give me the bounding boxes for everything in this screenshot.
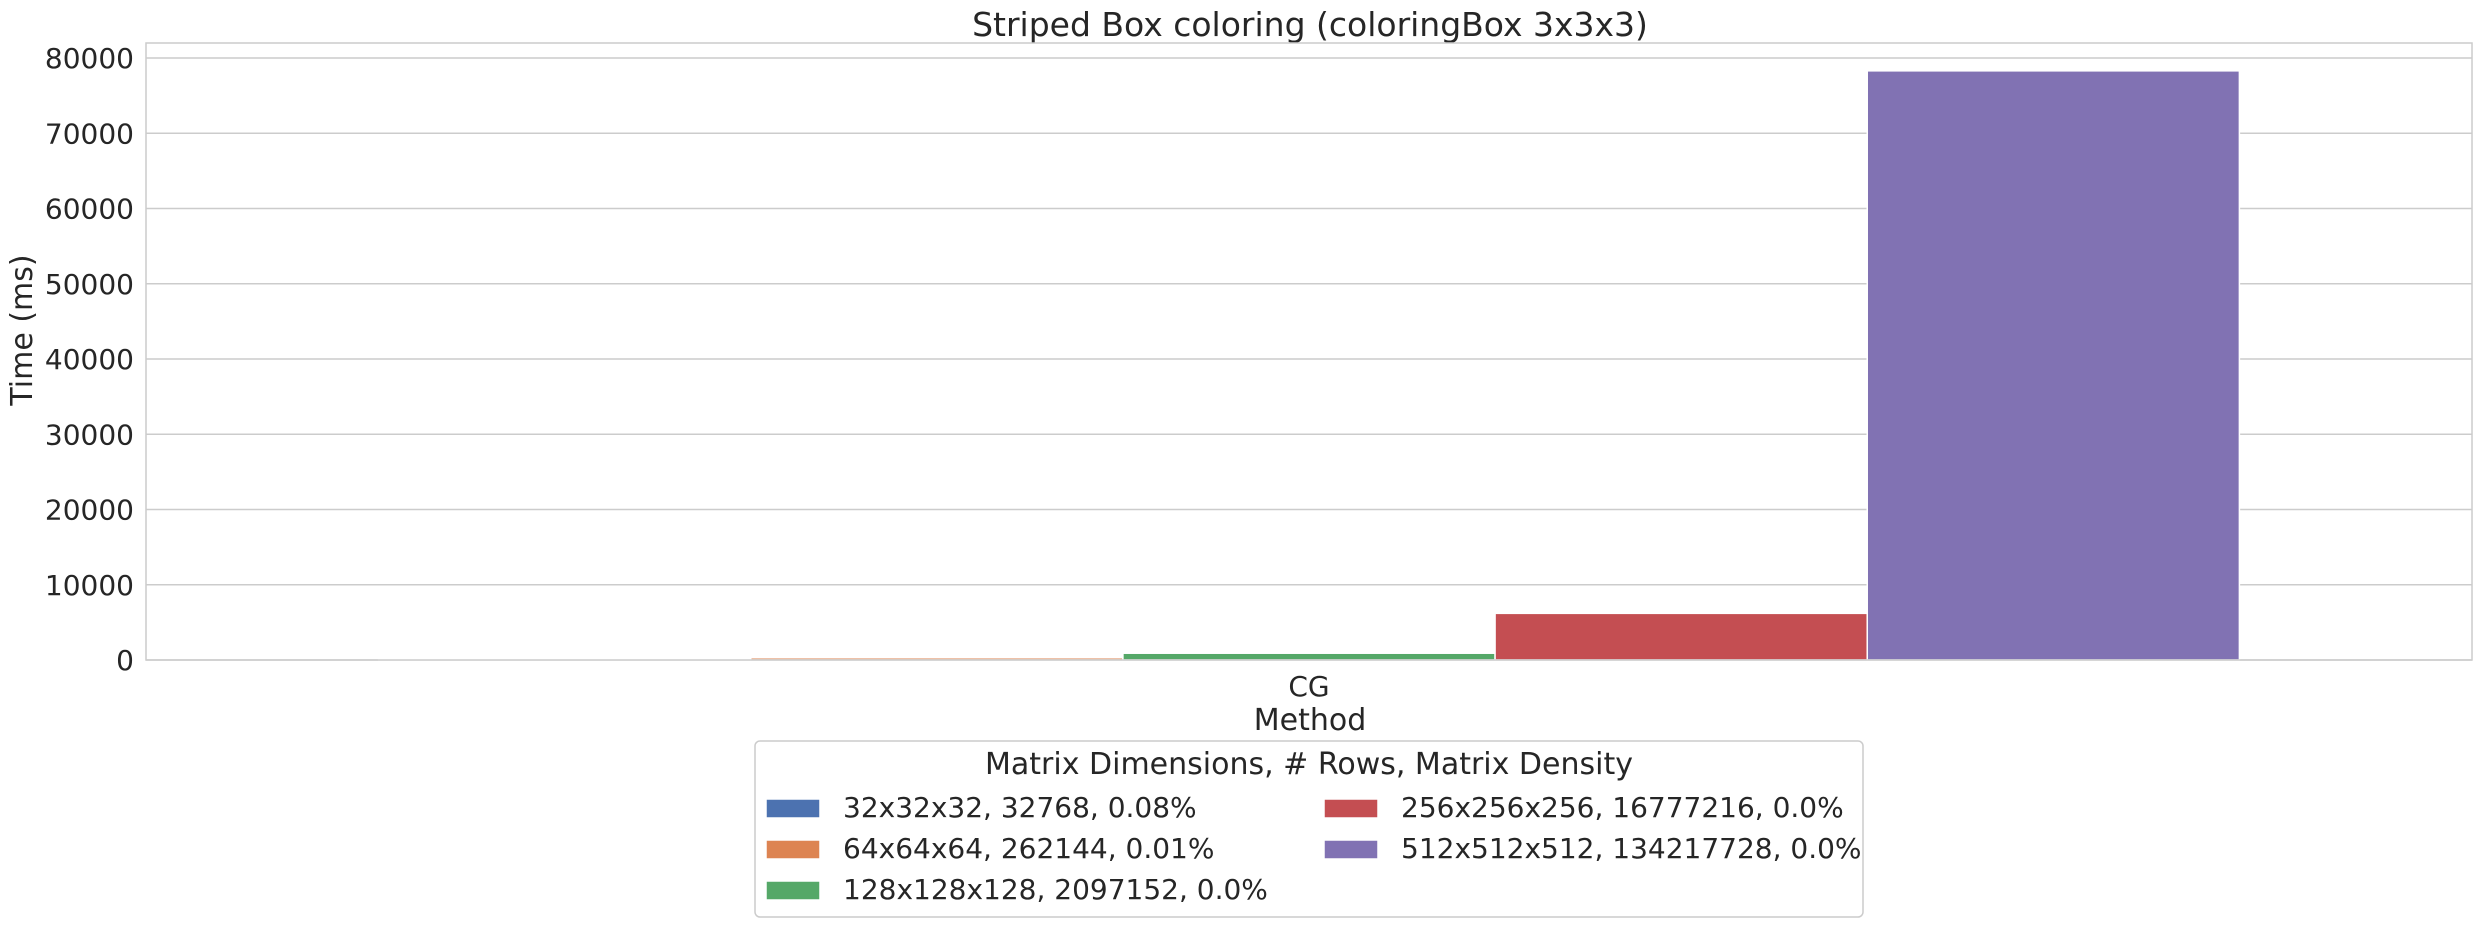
legend-label: 128x128x128, 2097152, 0.0% (843, 873, 1268, 906)
y-tick-label: 70000 (45, 117, 134, 150)
y-tick-label: 20000 (45, 494, 134, 527)
x-axis-label: Method (1254, 703, 1367, 738)
legend-title: Matrix Dimensions, # Rows, Matrix Densit… (985, 747, 1633, 782)
y-axis-label: Time (ms) (5, 254, 40, 406)
x-tick-labels: CG (1288, 670, 1329, 703)
bar (1122, 652, 1496, 661)
bars (377, 70, 2241, 661)
legend-swatch (1323, 798, 1379, 819)
legend-label: 64x64x64, 262144, 0.01% (843, 832, 1214, 865)
legend: Matrix Dimensions, # Rows, Matrix Densit… (754, 740, 1864, 918)
legend-swatch (1323, 839, 1379, 860)
legend-swatch (765, 798, 821, 819)
legend-label: 32x32x32, 32768, 0.08% (843, 791, 1197, 824)
y-tick-label: 40000 (45, 343, 134, 376)
legend-label: 256x256x256, 16777216, 0.0% (1401, 791, 1844, 824)
y-tick-label: 50000 (45, 268, 134, 301)
bar (1866, 70, 2241, 661)
legend-label: 512x512x512, 134217728, 0.0% (1401, 832, 1862, 865)
y-tick-label: 0 (116, 644, 134, 677)
chart-title: Striped Box coloring (coloringBox 3x3x3) (972, 5, 1648, 44)
y-tick-label: 80000 (45, 42, 134, 75)
y-tick-labels: 0 10000 20000 30000 40000 50000 60000 70000 8000… (45, 42, 134, 677)
plot-frame (145, 42, 2473, 661)
y-tick-label: 30000 (45, 418, 134, 451)
y-tick-label: 10000 (45, 569, 134, 602)
grid-lines (146, 57, 2472, 661)
legend-swatch (765, 880, 821, 901)
legend-swatch (765, 839, 821, 860)
x-tick-label: CG (1288, 670, 1329, 703)
bar (1494, 612, 1868, 661)
y-tick-label: 60000 (45, 193, 134, 226)
legend-items: 32x32x32, 32768, 0.08% 64x64x64, 262144, … (765, 791, 1862, 906)
legend-box (754, 740, 1864, 918)
